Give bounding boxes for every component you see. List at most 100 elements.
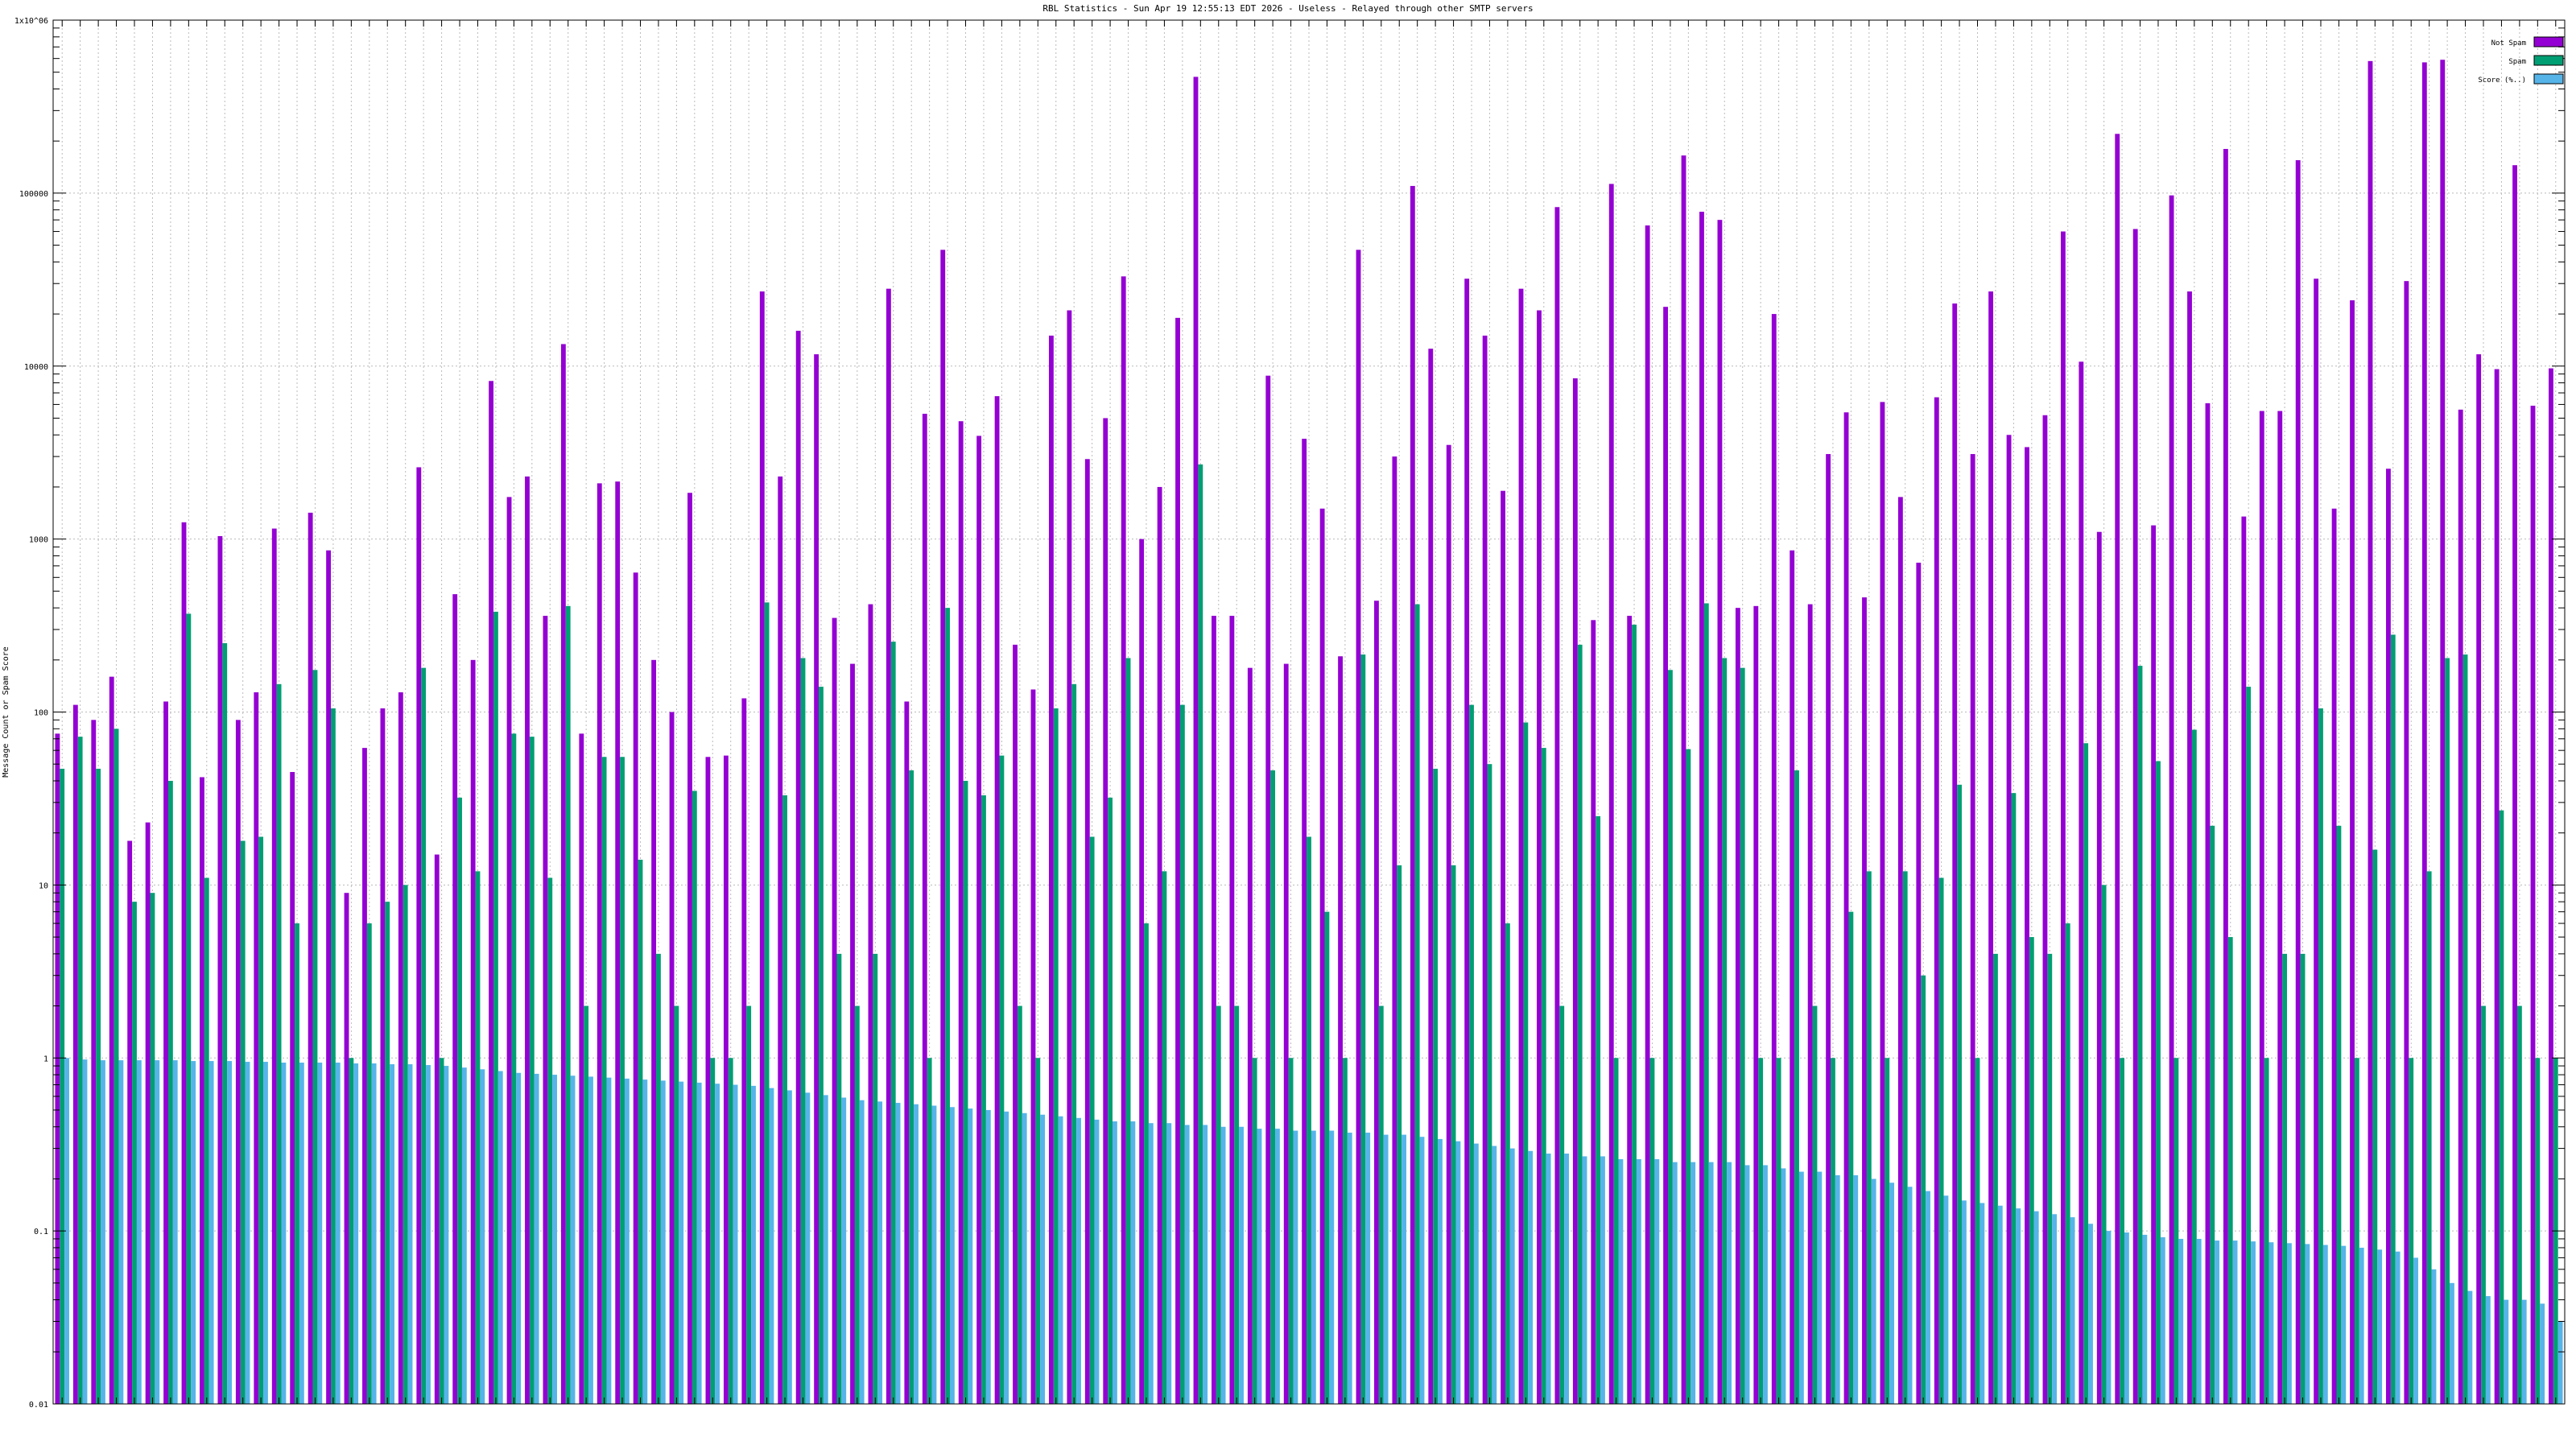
- bar-not-spam: [452, 594, 458, 1404]
- bar-score: [733, 1084, 738, 1404]
- bar-not-spam: [2205, 402, 2211, 1405]
- bar-not-spam: [2025, 447, 2029, 1404]
- bar-score: [751, 1085, 756, 1404]
- bar-spam: [295, 923, 299, 1404]
- bar-score: [1473, 1143, 1479, 1404]
- bar-spam: [2390, 634, 2396, 1404]
- bar-not-spam: [2169, 195, 2174, 1405]
- bar-spam: [1848, 911, 1854, 1404]
- bar-score: [281, 1063, 287, 1404]
- bar-spam: [2227, 937, 2233, 1404]
- bar-not-spam: [2259, 411, 2264, 1405]
- bar-not-spam: [434, 854, 440, 1404]
- bar-spam: [1577, 644, 1583, 1404]
- bar-score: [1871, 1179, 1876, 1404]
- legend-swatch: [2533, 73, 2564, 85]
- legend-swatch: [2533, 36, 2564, 47]
- bar-not-spam: [1319, 508, 1325, 1405]
- bar-score: [552, 1075, 558, 1404]
- bar-spam: [511, 733, 517, 1404]
- legend-label: Score (%..): [2478, 76, 2526, 85]
- bar-score: [1853, 1174, 1859, 1404]
- bar-spam: [1108, 797, 1113, 1404]
- bar-score: [1564, 1154, 1569, 1404]
- bar-not-spam: [1897, 497, 1903, 1404]
- bar-score: [1744, 1165, 1750, 1404]
- bar-spam: [1089, 836, 1095, 1404]
- bar-score: [82, 1059, 88, 1404]
- bar-not-spam: [308, 512, 313, 1404]
- bar-not-spam: [2440, 60, 2446, 1405]
- bar-not-spam: [850, 663, 855, 1404]
- bar-score: [2377, 1249, 2383, 1404]
- bar-spam: [782, 795, 787, 1404]
- bar-spam: [547, 877, 553, 1404]
- bar-score: [2088, 1224, 2093, 1404]
- bar-spam: [945, 608, 950, 1404]
- bar-not-spam: [1880, 402, 1885, 1404]
- bar-not-spam: [290, 772, 295, 1404]
- bar-spam: [312, 670, 318, 1404]
- bar-not-spam: [1193, 76, 1199, 1404]
- bar-not-spam: [1265, 375, 1271, 1404]
- bar-score: [353, 1063, 359, 1404]
- bar-not-spam: [1121, 276, 1126, 1404]
- bar-spam: [222, 642, 228, 1404]
- bar-score: [1365, 1133, 1371, 1404]
- bar-score: [877, 1101, 883, 1404]
- bar-not-spam: [904, 701, 910, 1404]
- bar-score: [1889, 1183, 1895, 1404]
- bar-not-spam: [2421, 62, 2427, 1404]
- bar-not-spam: [1501, 490, 1505, 1405]
- bar-not-spam: [380, 708, 386, 1404]
- bar-spam: [1307, 836, 1311, 1404]
- bar-not-spam: [72, 704, 78, 1404]
- bar-not-spam: [868, 604, 873, 1404]
- bar-spam: [1649, 1058, 1655, 1404]
- bar-spam: [186, 613, 192, 1404]
- bar-not-spam: [597, 483, 602, 1404]
- bar-spam: [873, 953, 878, 1404]
- bar-not-spam: [1067, 310, 1072, 1404]
- bar-spam: [1270, 770, 1276, 1404]
- bar-spam: [1397, 865, 1402, 1404]
- y-ticks-layer: 0.01 0.1 1 10 100 1000 10000 100000 1x10^06: [14, 17, 2565, 1410]
- bar-not-spam: [2404, 281, 2409, 1404]
- bar-not-spam: [687, 493, 692, 1404]
- bar-not-spam: [163, 701, 168, 1404]
- bar-score: [1184, 1125, 1190, 1404]
- bar-not-spam: [1084, 459, 1090, 1404]
- bar-not-spam: [1717, 220, 1723, 1404]
- bar-spam: [710, 1058, 716, 1404]
- bar-spam: [691, 791, 697, 1404]
- bar-not-spam: [2277, 411, 2283, 1405]
- bar-score: [895, 1103, 901, 1404]
- bar-spam: [385, 902, 390, 1404]
- bar-not-spam: [2368, 60, 2373, 1405]
- bar-score: [497, 1071, 503, 1404]
- bar-not-spam: [615, 481, 621, 1404]
- bar-spam: [1885, 1058, 1890, 1404]
- chart-title: RBL Statistics - Sun Apr 19 12:55:13 EDT…: [1042, 3, 1533, 14]
- bar-not-spam: [1139, 539, 1145, 1404]
- bar-not-spam: [1103, 418, 1108, 1404]
- bar-not-spam: [723, 755, 729, 1404]
- bar-not-spam: [181, 522, 187, 1404]
- bar-not-spam: [579, 733, 584, 1404]
- y-tick-label: 10000: [24, 363, 48, 372]
- bar-score: [1672, 1162, 1678, 1404]
- bar-score: [2106, 1231, 2112, 1404]
- bar-not-spam: [271, 528, 277, 1405]
- bar-not-spam: [2350, 300, 2355, 1404]
- bar-spam: [1831, 1058, 1835, 1404]
- bar-spam: [1342, 1058, 1348, 1404]
- bar-spam: [330, 708, 336, 1404]
- bar-spam: [2174, 1058, 2179, 1404]
- bar-not-spam: [2494, 369, 2500, 1405]
- bar-score: [2341, 1245, 2347, 1404]
- bar-spam: [1703, 603, 1709, 1404]
- bar-score: [299, 1063, 304, 1404]
- bar-score: [931, 1105, 937, 1404]
- bar-spam: [1053, 708, 1059, 1404]
